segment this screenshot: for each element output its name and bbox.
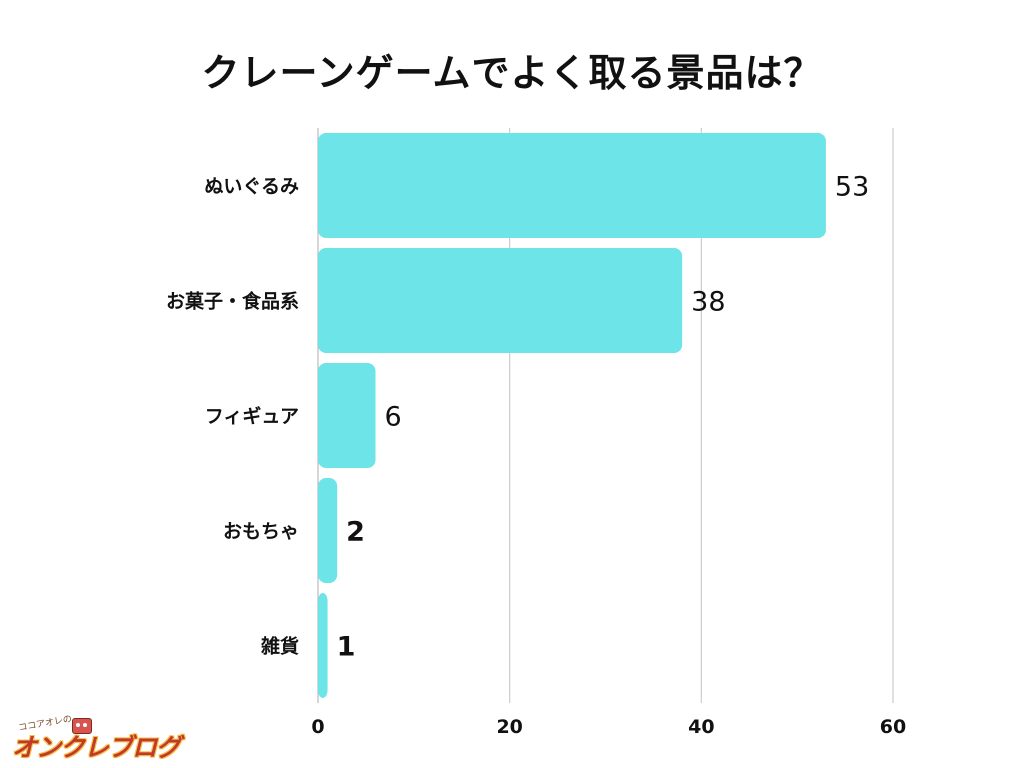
value-label-2: 38 — [691, 287, 725, 318]
bar-3 — [318, 363, 376, 468]
category-label-4: おもちゃ — [223, 521, 299, 543]
tick-label-20: 20 — [496, 716, 522, 738]
value-label-4: 2 — [346, 517, 365, 548]
bar-1 — [318, 133, 826, 238]
category-label-3: フィギュア — [205, 406, 299, 428]
bar-2 — [318, 248, 683, 353]
value-label-3: 6 — [385, 402, 402, 433]
tick-label-60: 60 — [880, 716, 906, 738]
brand-logo: ココアオレの オンクレブログ — [10, 712, 182, 766]
tick-label-40: 40 — [688, 716, 714, 738]
category-label-1: ぬいぐるみ — [204, 176, 299, 198]
value-label-1: 53 — [835, 172, 869, 203]
category-label-2: お菓子・食品系 — [166, 290, 299, 313]
tick-label-0: 0 — [311, 716, 324, 738]
chart-title: クレーンゲームでよく取る景品は？ — [201, 51, 823, 95]
category-label-5: 雑貨 — [260, 635, 299, 658]
bar-5 — [318, 593, 328, 698]
value-label-5: 1 — [337, 632, 356, 663]
logo-wordmark: オンクレブログ — [12, 733, 181, 762]
robot-icon — [72, 718, 92, 734]
bar-4 — [318, 478, 338, 583]
